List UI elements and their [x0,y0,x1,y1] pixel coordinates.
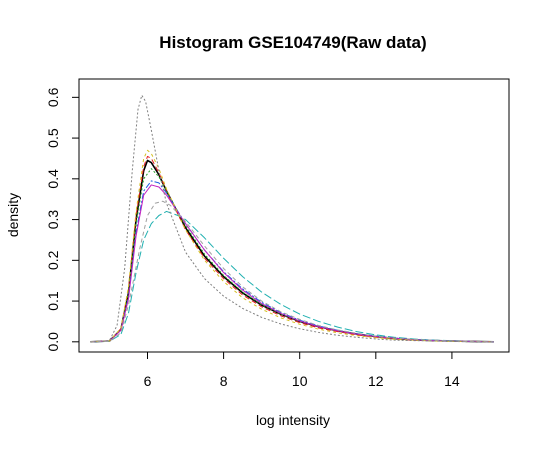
density-curve-2 [90,155,494,343]
x-tick-label: 12 [368,373,384,389]
density-curve-6 [90,184,494,343]
y-axis: 0.0 0.1 0.2 0.3 0.4 0.5 0.6 [45,87,80,352]
x-tick-label: 8 [220,373,228,389]
y-tick-label: 0.3 [45,210,61,230]
density-curve-8 [90,94,494,343]
x-axis-label: log intensity [256,412,330,428]
y-axis-label: density [5,193,21,237]
density-curve-9 [90,200,494,343]
chart-title: Histogram GSE104749(Raw data) [159,33,426,52]
density-curve-5 [90,210,494,343]
density-curve-4 [90,180,494,343]
density-curve-7 [90,149,494,343]
x-tick-label: 14 [444,373,460,389]
x-axis: 6 8 10 12 14 [144,351,460,389]
y-tick-label: 0.1 [45,291,61,311]
x-tick-label: 10 [292,373,308,389]
density-curve-1 [90,159,494,343]
density-curves [90,94,494,343]
y-tick-label: 0.6 [45,87,61,107]
y-tick-label: 0.5 [45,128,61,148]
y-tick-label: 0.4 [45,169,61,189]
y-tick-label: 0.0 [45,332,61,352]
y-tick-label: 0.2 [45,250,61,270]
x-tick-label: 6 [144,373,152,389]
